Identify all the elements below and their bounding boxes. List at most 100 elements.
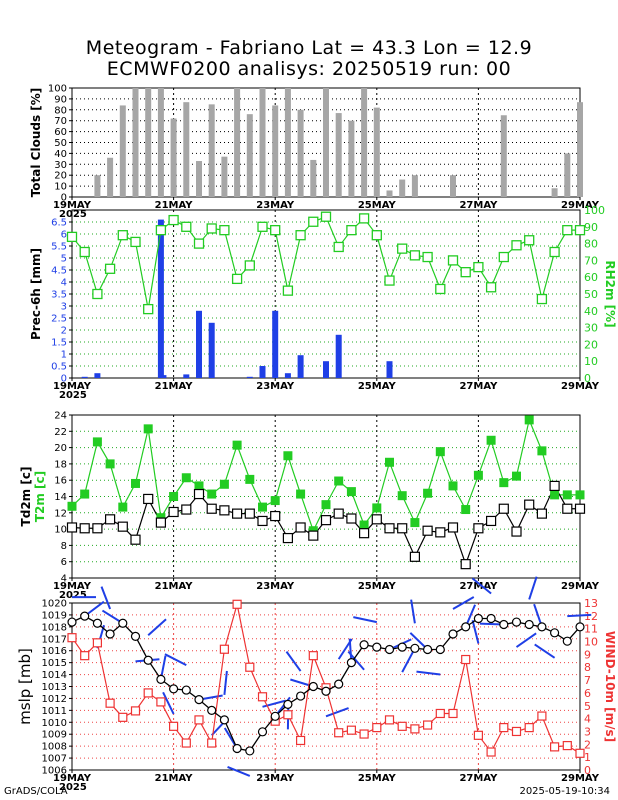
wind-barb [227, 765, 251, 777]
t2m-marker [385, 457, 394, 467]
y2-tick-label: 4 [584, 713, 591, 726]
rh-marker [524, 235, 535, 246]
td2m-marker [473, 523, 484, 534]
mslp-marker [410, 643, 420, 653]
td2m-marker [384, 523, 395, 534]
precip-bar [208, 322, 215, 378]
x-tick-label: 23MAY [256, 773, 295, 784]
cloud-bar [107, 157, 114, 197]
mslp-marker [549, 628, 560, 638]
cloud-bar [94, 175, 101, 197]
y-tick-label: 70 [54, 116, 67, 127]
y-tick-label: 1016 [42, 646, 67, 657]
mslp-marker [537, 622, 547, 632]
td2m-marker [371, 514, 382, 525]
title-line-2: ECMWF0200 analisys: 20250519 run: 00 [106, 58, 512, 80]
td2m-marker [409, 551, 420, 562]
t2m-marker [473, 470, 483, 480]
wind-barb [471, 577, 492, 595]
mslp-marker [219, 715, 229, 725]
rh-marker [308, 216, 319, 227]
wind-marker [67, 633, 77, 643]
cloud-bar [386, 190, 393, 197]
rh-marker [92, 288, 103, 300]
wind-marker [92, 638, 103, 648]
rh-marker [435, 283, 446, 295]
y-tick-label: 4 [61, 278, 67, 289]
td2m-marker [155, 517, 166, 528]
t2m-marker [321, 500, 331, 510]
x-tick-label: 21MAY [155, 200, 194, 211]
t2m-marker [118, 502, 128, 512]
mslp-marker [245, 746, 255, 756]
cloud-bar [234, 88, 241, 197]
mslp-marker [257, 727, 268, 737]
wind-barb [416, 670, 441, 676]
cloud-bar [272, 105, 279, 197]
rh-marker [193, 238, 205, 249]
t2m-marker [499, 478, 509, 488]
x-tick-label: 21MAY [155, 773, 194, 784]
title-line-1: Meteogram - Fabriano Lat = 43.3 Lon = 12… [85, 37, 533, 59]
y-axis-label-2: T2m [c] [33, 471, 47, 522]
t2m-marker [270, 496, 280, 506]
td2m-marker [346, 513, 357, 524]
y2-axis-label: WIND-10m [m/s] [603, 631, 617, 742]
rh-marker [117, 230, 128, 241]
mslp-marker [321, 686, 331, 696]
rh-marker [295, 230, 306, 241]
td2m-marker [117, 521, 128, 532]
rh-marker [79, 246, 90, 258]
y-tick-label: 10 [54, 525, 67, 536]
rh-marker [549, 246, 560, 258]
mslp-marker [334, 679, 344, 689]
precip-bar [386, 361, 393, 378]
wind-barb [347, 650, 365, 671]
y-tick-label: 30 [54, 160, 67, 171]
td2m-marker [511, 526, 522, 537]
mslp-marker [308, 681, 318, 692]
x-tick-label: 27MAY [459, 773, 498, 784]
y-tick-label: 20 [54, 171, 67, 182]
rh-marker [574, 225, 586, 236]
y2-tick-label: 40 [584, 305, 598, 318]
cloud-bar [132, 88, 139, 197]
rh-marker [206, 223, 217, 234]
precip-bar [94, 373, 101, 378]
y-tick-label: 14 [54, 492, 67, 503]
td2m-marker [320, 515, 332, 526]
rh-marker [498, 251, 509, 263]
mslp-marker [486, 613, 496, 624]
rh-marker [270, 225, 281, 236]
cloud-bar [564, 153, 571, 197]
mslp-marker [499, 619, 509, 630]
t2m-marker [359, 520, 369, 530]
rh-marker [346, 225, 357, 236]
mslp-marker [283, 699, 293, 709]
y-tick-label: 10 [54, 182, 67, 193]
t2m-marker [219, 479, 229, 489]
wind-marker [384, 715, 395, 725]
x-tick-label: 19MAY [53, 381, 92, 392]
y-tick-label: 90 [54, 94, 67, 105]
rh-marker [562, 225, 573, 236]
y-tick-label: 1 [61, 350, 67, 361]
y2-tick-label: 10 [584, 355, 598, 368]
mslp-marker [169, 684, 179, 694]
t2m-marker [448, 481, 458, 491]
x-tick-year: 2025 [59, 209, 87, 220]
td2m-marker [79, 523, 90, 534]
cloud-bar [196, 161, 202, 197]
rh-marker [257, 221, 268, 232]
mslp-marker [435, 644, 445, 655]
wind-barb [353, 616, 378, 624]
precip-bar [157, 219, 164, 378]
x-tick-label: 25MAY [358, 381, 397, 392]
y-tick-label: 40 [54, 149, 67, 160]
t2m-marker [435, 447, 445, 457]
mslp-marker [473, 613, 483, 624]
td2m-marker [295, 522, 306, 533]
td2m-marker [257, 515, 268, 527]
rh-marker [181, 221, 192, 232]
t2m-marker [296, 489, 306, 499]
